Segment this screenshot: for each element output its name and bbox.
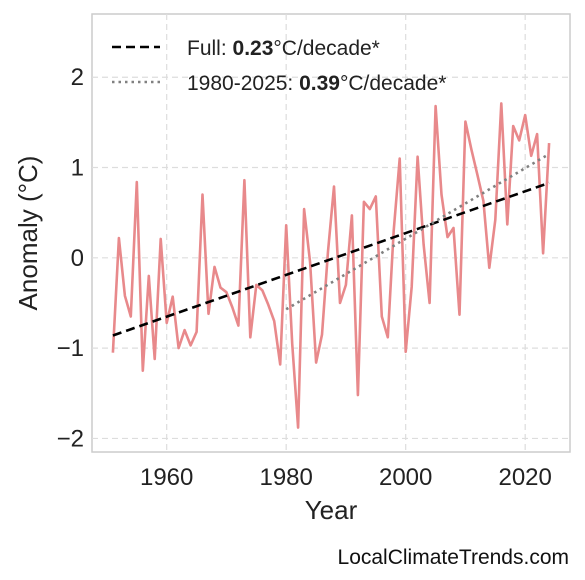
legend-prefix-full: Full: <box>187 37 233 60</box>
series-trend-recent <box>285 152 550 311</box>
x-tick-label-2000: 2000 <box>379 464 432 491</box>
y-tick-label-0: −2 <box>57 425 84 452</box>
legend-value-recent: 0.39 <box>299 72 340 95</box>
grid-lines <box>92 14 570 452</box>
y-tick-label-3: 1 <box>71 155 84 182</box>
y-tick-label-4: 2 <box>71 64 84 91</box>
legend-value-full: 0.23 <box>233 37 274 60</box>
x-tick-label-1980: 1980 <box>259 464 312 491</box>
series-trend-full <box>112 181 550 337</box>
legend-label-recent: 1980-2025: 0.39°C/decade* <box>187 72 446 95</box>
series-annual-anomaly <box>111 102 551 429</box>
x-tick-label-2020: 2020 <box>498 464 551 491</box>
series-layer <box>111 102 551 429</box>
y-tick-label-1: −1 <box>57 335 84 362</box>
y-axis-label: Anomaly (°C) <box>13 156 43 311</box>
y-tick-label-2: 0 <box>71 245 84 272</box>
legend-suffix-full: °C/decade* <box>273 37 379 60</box>
legend-prefix-recent: 1980-2025: <box>187 72 299 95</box>
x-tick-label-1960: 1960 <box>140 464 193 491</box>
x-axis-label: Year <box>305 495 358 525</box>
legend-suffix-recent: °C/decade* <box>340 72 446 95</box>
legend: Full: 0.23°C/decade* 1980-2025: 0.39°C/d… <box>112 37 446 95</box>
legend-label-full: Full: 0.23°C/decade* <box>187 37 380 60</box>
watermark: LocalClimateTrends.com <box>337 546 569 569</box>
x-axis-ticks: 1960 1980 2000 2020 <box>140 464 552 491</box>
y-axis-ticks: −2 −1 0 1 2 <box>57 64 84 452</box>
